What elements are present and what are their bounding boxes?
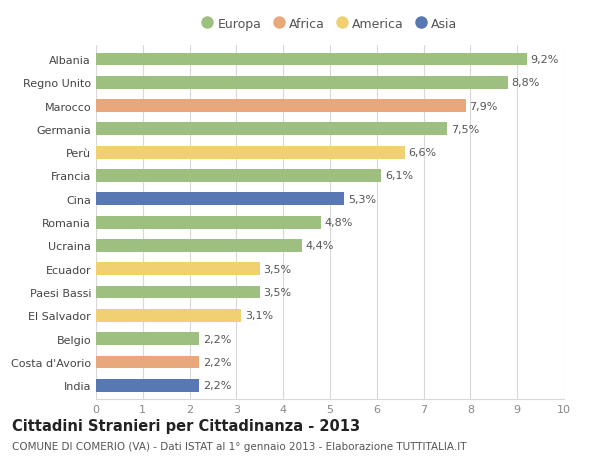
- Bar: [96, 100, 466, 113]
- Bar: [96, 77, 508, 90]
- Text: 6,1%: 6,1%: [385, 171, 413, 181]
- Bar: [96, 146, 405, 159]
- Text: 3,1%: 3,1%: [245, 311, 273, 321]
- Text: 3,5%: 3,5%: [263, 287, 292, 297]
- Bar: [96, 263, 260, 275]
- Text: 2,2%: 2,2%: [203, 334, 231, 344]
- Text: 7,5%: 7,5%: [451, 124, 479, 134]
- Bar: [96, 123, 447, 136]
- Bar: [96, 216, 320, 229]
- Legend: Europa, Africa, America, Asia: Europa, Africa, America, Asia: [197, 13, 463, 36]
- Text: Cittadini Stranieri per Cittadinanza - 2013: Cittadini Stranieri per Cittadinanza - 2…: [12, 418, 360, 433]
- Text: 4,4%: 4,4%: [305, 241, 334, 251]
- Text: 3,5%: 3,5%: [263, 264, 292, 274]
- Bar: [96, 240, 302, 252]
- Bar: [96, 193, 344, 206]
- Text: 7,9%: 7,9%: [469, 101, 498, 112]
- Text: 2,2%: 2,2%: [203, 357, 231, 367]
- Bar: [96, 286, 260, 299]
- Bar: [96, 309, 241, 322]
- Text: COMUNE DI COMERIO (VA) - Dati ISTAT al 1° gennaio 2013 - Elaborazione TUTTITALIA: COMUNE DI COMERIO (VA) - Dati ISTAT al 1…: [12, 441, 467, 451]
- Text: 5,3%: 5,3%: [348, 194, 376, 204]
- Text: 9,2%: 9,2%: [530, 55, 559, 65]
- Text: 2,2%: 2,2%: [203, 381, 231, 390]
- Text: 6,6%: 6,6%: [409, 148, 437, 158]
- Bar: [96, 53, 527, 66]
- Text: 8,8%: 8,8%: [512, 78, 540, 88]
- Bar: [96, 379, 199, 392]
- Bar: [96, 170, 382, 183]
- Bar: [96, 332, 199, 345]
- Text: 4,8%: 4,8%: [325, 218, 353, 228]
- Bar: [96, 356, 199, 369]
